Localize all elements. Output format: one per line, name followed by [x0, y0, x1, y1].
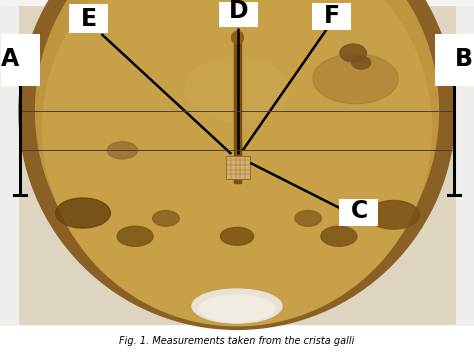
- Bar: [339, 199, 378, 226]
- Text: F: F: [324, 4, 340, 29]
- Bar: [1, 34, 40, 86]
- Ellipse shape: [313, 54, 398, 104]
- Bar: [456, 0, 474, 324]
- Bar: [69, 4, 108, 33]
- Text: C: C: [351, 199, 368, 223]
- Ellipse shape: [153, 211, 179, 226]
- Ellipse shape: [367, 200, 419, 229]
- Ellipse shape: [107, 142, 137, 159]
- Ellipse shape: [36, 0, 438, 315]
- Ellipse shape: [117, 226, 153, 246]
- Ellipse shape: [295, 211, 321, 226]
- Text: D: D: [228, 0, 248, 24]
- Ellipse shape: [220, 227, 254, 245]
- Ellipse shape: [55, 198, 110, 228]
- Text: B: B: [455, 47, 473, 71]
- Ellipse shape: [340, 44, 366, 62]
- Ellipse shape: [185, 57, 289, 122]
- Bar: [234, 32, 241, 183]
- Ellipse shape: [231, 31, 244, 44]
- Ellipse shape: [43, 0, 431, 326]
- Ellipse shape: [199, 295, 275, 322]
- Bar: [312, 3, 351, 30]
- Text: E: E: [81, 6, 97, 31]
- Ellipse shape: [232, 163, 243, 173]
- Text: Fig. 1. Measurements taken from the crista galli: Fig. 1. Measurements taken from the cris…: [119, 336, 355, 346]
- Bar: [0, 0, 18, 324]
- Bar: [435, 34, 474, 86]
- Ellipse shape: [352, 56, 371, 69]
- Bar: [219, 2, 258, 27]
- Ellipse shape: [192, 289, 282, 323]
- Text: A: A: [1, 47, 19, 71]
- Bar: [226, 156, 250, 179]
- Ellipse shape: [321, 226, 357, 246]
- Ellipse shape: [19, 0, 455, 329]
- Bar: [0, 0, 474, 5]
